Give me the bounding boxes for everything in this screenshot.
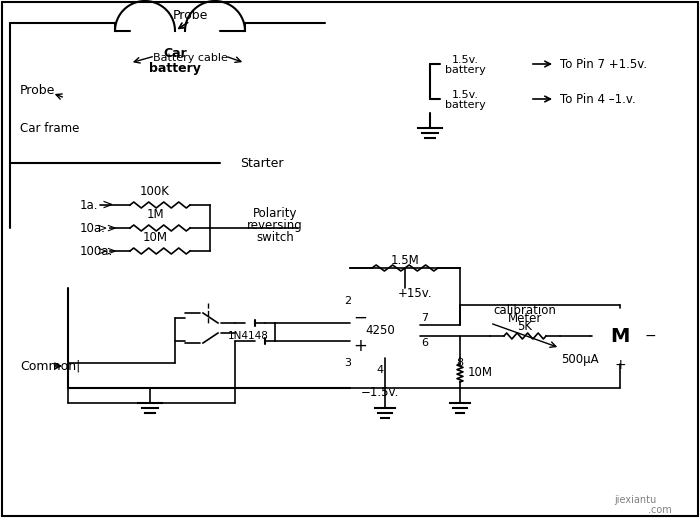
Text: +15v.: +15v. xyxy=(398,286,433,299)
Text: Probe: Probe xyxy=(20,83,55,96)
Circle shape xyxy=(592,308,648,364)
Text: 6: 6 xyxy=(421,338,428,348)
Circle shape xyxy=(197,340,203,346)
Text: 7: 7 xyxy=(421,313,428,323)
Text: Polarity: Polarity xyxy=(253,207,298,220)
Circle shape xyxy=(498,89,518,109)
Circle shape xyxy=(402,266,407,270)
Text: −1.5v.: −1.5v. xyxy=(360,386,399,399)
Text: Car: Car xyxy=(163,47,187,60)
FancyBboxPatch shape xyxy=(437,47,508,81)
Text: 500μA: 500μA xyxy=(561,353,598,367)
Circle shape xyxy=(272,338,277,343)
Text: 5K: 5K xyxy=(517,320,533,333)
Text: Starter: Starter xyxy=(240,156,284,169)
Circle shape xyxy=(428,62,433,66)
Circle shape xyxy=(557,334,563,338)
Bar xyxy=(10,23,325,228)
Text: 8: 8 xyxy=(456,358,463,368)
Text: To Pin 7 +1.5v.: To Pin 7 +1.5v. xyxy=(560,57,647,70)
Text: switch: switch xyxy=(256,231,294,243)
Text: 1M: 1M xyxy=(146,208,164,221)
Text: >>: >> xyxy=(97,244,118,257)
Text: >>: >> xyxy=(97,222,118,235)
Circle shape xyxy=(232,338,237,343)
Circle shape xyxy=(402,285,408,291)
Text: 3: 3 xyxy=(344,358,351,368)
Text: 1a.: 1a. xyxy=(80,198,99,211)
Text: jiexiantu: jiexiantu xyxy=(614,495,656,505)
Text: 2: 2 xyxy=(344,296,351,306)
Circle shape xyxy=(498,54,518,74)
Text: −: − xyxy=(353,309,367,327)
Text: Common|: Common| xyxy=(20,359,80,372)
Bar xyxy=(225,143,300,183)
Text: Battery cable: Battery cable xyxy=(153,53,228,63)
Text: battery: battery xyxy=(149,62,201,75)
Bar xyxy=(175,288,275,363)
Text: Probe: Probe xyxy=(172,8,208,22)
Circle shape xyxy=(458,323,463,327)
Text: 1.5v.: 1.5v. xyxy=(452,90,479,100)
Text: 1.5M: 1.5M xyxy=(391,253,419,266)
Text: 10M: 10M xyxy=(143,231,167,244)
Text: +: + xyxy=(353,337,367,355)
Text: −: − xyxy=(644,329,656,343)
Text: M: M xyxy=(610,326,630,346)
Text: 100K: 100K xyxy=(140,185,170,198)
Text: 1N4148: 1N4148 xyxy=(228,331,268,341)
Circle shape xyxy=(347,385,353,391)
Text: battery: battery xyxy=(444,65,485,75)
Bar xyxy=(68,198,298,288)
Text: 10a.: 10a. xyxy=(80,222,106,235)
Text: calibration: calibration xyxy=(494,304,556,316)
Bar xyxy=(130,33,220,88)
Text: Meter: Meter xyxy=(508,311,542,324)
Text: .com: .com xyxy=(648,505,672,515)
Polygon shape xyxy=(245,318,255,328)
Text: 1.5v.: 1.5v. xyxy=(452,55,479,65)
Circle shape xyxy=(428,96,433,102)
Text: 4: 4 xyxy=(377,365,384,375)
FancyBboxPatch shape xyxy=(437,82,508,116)
Text: 4250: 4250 xyxy=(365,324,395,338)
Circle shape xyxy=(272,321,277,325)
Text: 100a.: 100a. xyxy=(80,244,113,257)
Polygon shape xyxy=(255,336,265,346)
Text: >: > xyxy=(102,198,113,212)
Text: 10M: 10M xyxy=(468,367,493,380)
Text: To Pin 4 –1.v.: To Pin 4 –1.v. xyxy=(560,93,636,106)
Circle shape xyxy=(197,310,203,316)
Text: +: + xyxy=(614,358,626,372)
Text: Car frame: Car frame xyxy=(20,122,79,135)
Text: battery: battery xyxy=(444,100,485,110)
Circle shape xyxy=(207,225,213,231)
Text: reversing: reversing xyxy=(247,219,303,232)
